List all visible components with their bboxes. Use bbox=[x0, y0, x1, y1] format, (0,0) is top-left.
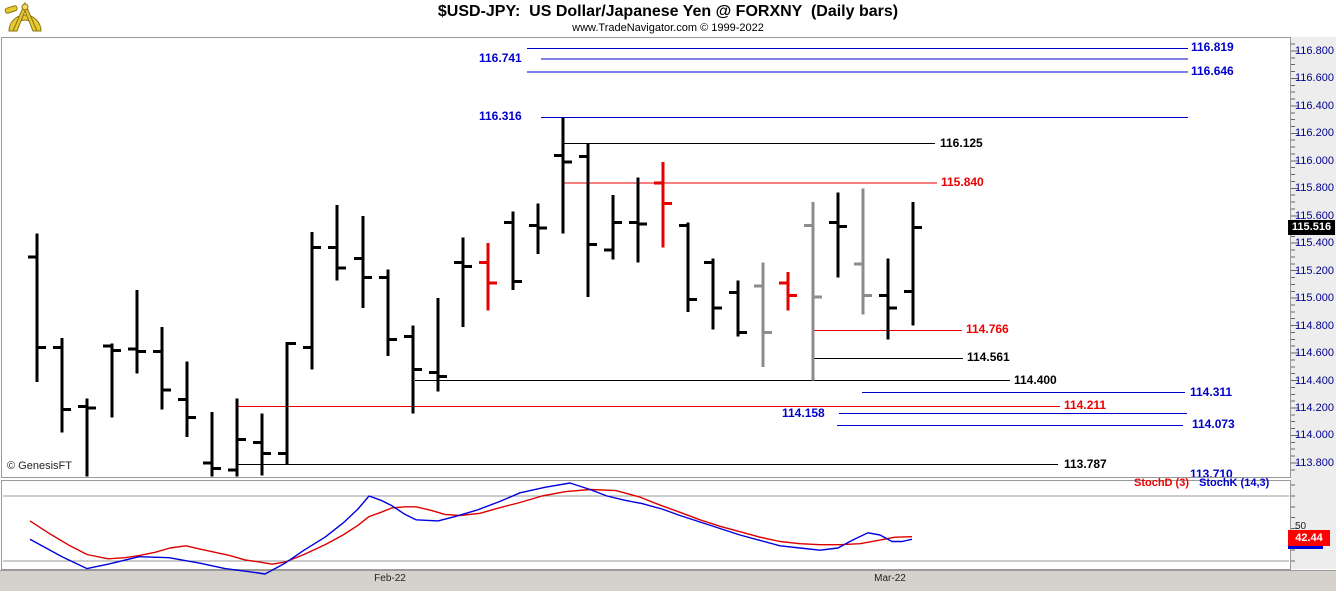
price-axis-label: 114.600 bbox=[1295, 347, 1334, 360]
price-axis-label: 114.000 bbox=[1295, 429, 1334, 442]
stochastic-panel[interactable] bbox=[1, 480, 1291, 570]
date-label-mar: Mar-22 bbox=[874, 573, 906, 584]
price-axis-label: 115.000 bbox=[1295, 292, 1334, 305]
price-axis-label: 116.200 bbox=[1295, 127, 1334, 140]
genesis-watermark: © GenesisFT bbox=[7, 460, 72, 472]
price-axis-label: 116.600 bbox=[1295, 72, 1334, 85]
genesis-sextant-icon bbox=[4, 1, 42, 32]
stoch-d-legend[interactable]: StochD (3) bbox=[1134, 477, 1189, 489]
price-axis-label: 115.600 bbox=[1295, 209, 1334, 222]
price-axis-label: 114.800 bbox=[1295, 319, 1334, 332]
price-axis-label: 115.400 bbox=[1295, 237, 1334, 250]
chart-title: $USD-JPY: US Dollar/Japanese Yen @ FORXN… bbox=[437, 3, 899, 20]
stoch-curve-k bbox=[29, 482, 913, 575]
price-axis-label: 114.400 bbox=[1295, 374, 1334, 387]
stoch-d-value-badge: 42.44 bbox=[1288, 530, 1330, 546]
price-chart-panel[interactable] bbox=[1, 37, 1291, 478]
stoch-mid-axis-label: 50 bbox=[1295, 521, 1307, 532]
chart-subtitle: www.TradeNavigator.com © 1999-2022 bbox=[572, 22, 764, 34]
price-axis-label: 116.800 bbox=[1295, 45, 1334, 57]
price-axis-label: 116.000 bbox=[1295, 154, 1334, 167]
price-axis-label: 115.800 bbox=[1295, 182, 1334, 195]
last-price-badge: 115.516 bbox=[1288, 220, 1335, 235]
stoch-k-legend[interactable]: StochK (14,3) bbox=[1199, 477, 1270, 489]
date-axis-strip[interactable] bbox=[0, 570, 1336, 591]
stoch-curve-d bbox=[29, 488, 913, 565]
price-axis-strip[interactable] bbox=[1291, 37, 1336, 569]
price-axis-label: 113.800 bbox=[1295, 456, 1334, 469]
price-axis-label: 115.200 bbox=[1295, 264, 1334, 277]
date-label-feb: Feb-22 bbox=[374, 573, 406, 584]
price-axis-label: 116.400 bbox=[1295, 99, 1334, 112]
price-axis-label: 114.200 bbox=[1295, 401, 1334, 414]
stoch-k-value-marker bbox=[1288, 546, 1323, 549]
